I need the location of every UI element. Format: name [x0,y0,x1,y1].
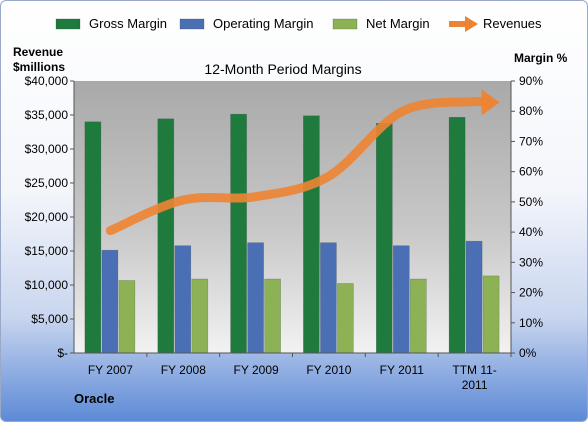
bar-gross-margin [303,115,320,354]
revenues-line [105,96,493,236]
bar-operating-margin [320,242,337,354]
right-tick-label: 10% [519,316,543,330]
legend-label: Operating Margin [213,16,313,31]
right-tick-label: 60% [519,165,543,179]
right-axis-label: Margin % [514,51,568,65]
chart-title: 12-Month Period Margins [204,61,361,77]
bar-operating-margin [247,242,264,354]
bar-net-margin [264,278,281,354]
bar-operating-margin [392,245,410,354]
right-tick-label: 90% [519,74,543,88]
legend-label: Gross Margin [89,16,167,31]
legend-label: Net Margin [366,16,430,31]
left-tick-label: $30,000 [25,142,69,156]
bar-operating-margin [101,249,119,354]
left-tick-label: $5,000 [31,312,68,326]
right-tick-label: 80% [519,104,543,118]
left-tick-label: $10,000 [25,278,69,292]
right-tick-label: 50% [519,195,543,209]
category-label: FY 2009 [234,363,279,377]
bar-gross-margin [448,117,466,354]
category-label: FY 2008 [161,363,206,377]
company-label: Oracle [74,391,114,406]
right-tick-label: 20% [519,286,543,300]
right-tick-label: 30% [519,255,543,269]
left-tick-label: $40,000 [25,74,69,88]
legend-swatch [179,18,205,30]
right-tick-label: 0% [519,346,537,360]
bar-net-margin [118,280,136,354]
category-label: FY 2011 [380,363,425,377]
left-tick-label: $20,000 [25,210,69,224]
right-tick-label: 40% [519,225,543,239]
bar-operating-margin [174,245,192,354]
left-tick-label: $15,000 [25,244,69,258]
bar-net-margin [409,278,427,354]
bar-net-margin [191,278,209,354]
bar-gross-margin [157,118,175,354]
bar-net-margin [482,275,500,354]
left-tick-label: $35,000 [25,108,69,122]
category-label: TTM 11- [452,363,496,377]
left-axis-label-line1: Revenue [13,45,63,59]
category-label: 2011 [462,378,488,392]
left-tick-label: $25,000 [25,176,69,190]
revenues-arrowhead [481,89,500,116]
bar-net-margin [337,283,354,354]
legend-label: Revenues [483,16,542,31]
legend-swatch [55,18,81,30]
right-tick-label: 70% [519,134,543,148]
bar-gross-margin [84,121,102,354]
legend-swatch [332,18,358,30]
category-label: FY 2010 [306,363,351,377]
bar-gross-margin [375,123,393,354]
category-label: FY 2007 [88,363,133,377]
arrow-icon [465,16,478,32]
bar-gross-margin [230,113,247,354]
left-axis-label-line2: $millions [13,60,65,74]
bar-operating-margin [465,240,483,354]
left-tick-label: $- [57,346,68,360]
